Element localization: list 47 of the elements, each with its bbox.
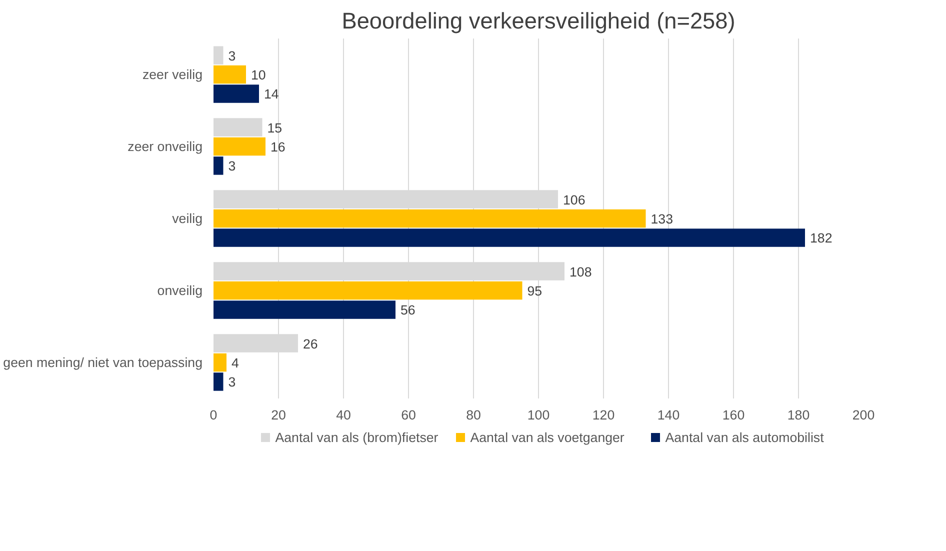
data-label: 56 xyxy=(400,302,416,318)
bar xyxy=(214,228,805,247)
chart-title: Beoordeling verkeersveiligheid (n=258) xyxy=(342,8,736,34)
x-tick-label: 60 xyxy=(401,408,416,422)
x-tick-label: 180 xyxy=(787,408,810,422)
x-tick-label: 120 xyxy=(592,408,615,422)
data-label: 3 xyxy=(228,158,236,174)
x-tick-label: 80 xyxy=(466,408,481,422)
data-label: 106 xyxy=(563,192,586,208)
x-tick-label: 160 xyxy=(722,408,745,422)
bar xyxy=(214,137,266,156)
bar xyxy=(214,353,226,372)
data-label: 14 xyxy=(264,86,280,102)
data-label: 182 xyxy=(810,230,832,246)
data-label: 15 xyxy=(267,120,282,136)
bar xyxy=(214,300,396,319)
bar xyxy=(214,156,224,175)
x-tick-label: 140 xyxy=(657,408,680,422)
data-label: 26 xyxy=(303,336,318,352)
bar xyxy=(214,118,262,136)
data-label: 4 xyxy=(232,356,240,370)
data-label: 108 xyxy=(570,264,592,280)
data-label: 3 xyxy=(228,48,236,64)
bar xyxy=(214,209,646,228)
x-tick-label: 40 xyxy=(336,408,351,422)
x-tick-label: 20 xyxy=(271,408,286,422)
bar xyxy=(214,46,224,64)
data-label: 10 xyxy=(251,68,266,82)
x-tick-label: 100 xyxy=(527,408,550,422)
bar xyxy=(214,84,259,103)
bar xyxy=(214,65,246,84)
data-label: 95 xyxy=(527,284,542,298)
x-tick-label: 200 xyxy=(852,408,875,422)
data-label: 3 xyxy=(228,374,236,390)
y-tick-label: zeer onveilig xyxy=(128,139,202,154)
y-tick-label: geen mening/ niet van toepassing xyxy=(3,355,203,370)
bar xyxy=(214,372,224,391)
y-tick-label: veilig xyxy=(172,211,203,226)
y-tick-label: onveilig xyxy=(157,283,203,298)
legend-label: Aantal van als automobilist xyxy=(665,430,824,445)
legend-label: Aantal van als voetganger xyxy=(470,430,625,445)
data-label: 133 xyxy=(650,212,673,226)
x-tick-label: 0 xyxy=(210,408,218,422)
legend-label: Aantal van als (brom)fietser xyxy=(275,430,439,445)
bar xyxy=(214,281,522,300)
data-label: 16 xyxy=(270,140,286,154)
y-tick-label: zeer veilig xyxy=(142,67,203,82)
